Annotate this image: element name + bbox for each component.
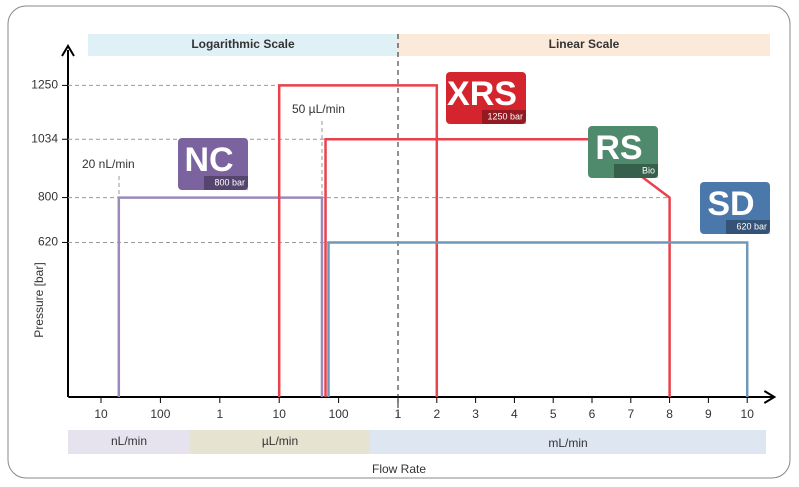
x-tick-label: 10: [94, 407, 108, 421]
badge-box: [178, 138, 248, 190]
x-tick-label: 1: [216, 407, 223, 421]
x-arrow: [763, 390, 777, 404]
x-tick-label: 7: [627, 407, 634, 421]
badge-box: [588, 126, 658, 178]
badge-box: [446, 72, 526, 124]
x-tick-label: 9: [705, 407, 712, 421]
unit-band: [68, 430, 190, 454]
badge-name: NC: [184, 141, 233, 179]
y-tick-label: 1250: [31, 78, 58, 92]
y-tick-label: 1034: [31, 131, 58, 145]
x-tick-label: 100: [329, 407, 349, 421]
badge-rating: 620 bar: [736, 221, 767, 231]
series-line: [117, 196, 324, 397]
badge-rating: Bio: [642, 165, 655, 175]
badge-sub-box: [614, 164, 658, 178]
x-tick-label: 10: [273, 407, 287, 421]
badge-name: RS: [595, 129, 642, 167]
badge-rating: 1250 bar: [487, 111, 523, 121]
x-tick-label: 10: [741, 407, 755, 421]
unit-label: µL/min: [262, 434, 298, 448]
badge-sub-box: [204, 176, 248, 190]
badge-name: XRS: [447, 75, 517, 113]
x-tick-label: 6: [589, 407, 596, 421]
x-tick-label: 2: [433, 407, 440, 421]
y-tick-label: 800: [38, 190, 58, 204]
x-tick-label: 3: [472, 407, 479, 421]
x-tick-label: 100: [150, 407, 170, 421]
unit-label: nL/min: [111, 434, 147, 448]
annotation: 50 µL/min: [292, 102, 345, 116]
band-label: Linear Scale: [549, 37, 620, 51]
y-arrow: [61, 44, 75, 57]
x-tick-label: 4: [511, 407, 518, 421]
y-tick-label: 620: [38, 235, 58, 249]
y-axis-title: Pressure [bar]: [32, 262, 46, 337]
x-axis-title: Flow Rate: [372, 462, 426, 476]
unit-band: [370, 430, 766, 454]
unit-band: [190, 430, 370, 454]
x-tick-label: 5: [550, 407, 557, 421]
badge-rating: 800 bar: [214, 177, 245, 187]
annotation: 20 nL/min: [82, 157, 135, 171]
badge-sub-box: [726, 220, 770, 234]
badge-name: SD: [707, 185, 754, 223]
badge-sub-box: [482, 110, 526, 124]
unit-label: mL/min: [548, 436, 587, 450]
series-line: [327, 241, 749, 397]
linear-band: [398, 34, 770, 56]
log-band: [88, 34, 398, 56]
x-tick-label: 8: [666, 407, 673, 421]
band-label: Logarithmic Scale: [191, 37, 295, 51]
badge-box: [700, 182, 770, 234]
